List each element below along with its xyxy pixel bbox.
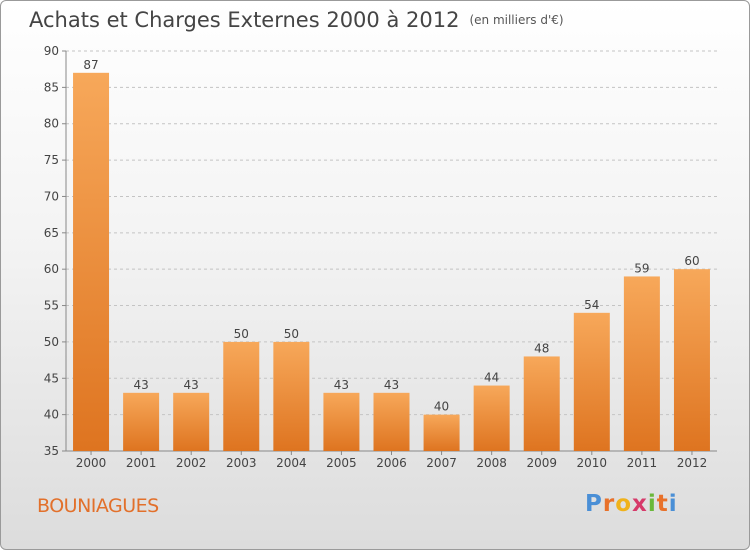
data-label: 59 [634,261,649,275]
chart-title: Achats et Charges Externes 2000 à 2012 (e… [29,8,564,32]
x-tick-label: 2001 [126,456,157,470]
bar [673,269,710,451]
logo-letter: o [615,491,633,517]
x-tick-label: 2008 [476,456,507,470]
y-tick-label: 35 [44,444,59,458]
y-tick-label: 60 [44,262,59,276]
data-label: 87 [83,58,98,72]
x-tick-label: 2003 [226,456,257,470]
data-label: 44 [484,371,499,385]
y-tick-label: 90 [44,44,59,58]
bar [73,72,110,452]
x-tick-label: 2002 [176,456,207,470]
x-tick-label: 2009 [526,456,557,470]
data-label: 50 [234,327,249,341]
bar [623,276,660,451]
logo-letter: t [656,491,669,517]
logo-letter: r [602,491,616,517]
data-label: 50 [284,327,299,341]
logo-letter: i [647,491,657,517]
bar [523,356,560,451]
data-label: 40 [434,400,449,414]
x-tick-label: 2012 [677,456,708,470]
bar [423,414,460,451]
x-tick-label: 2010 [577,456,608,470]
bar [273,341,310,451]
x-tick-label: 2005 [326,456,357,470]
y-tick-label: 50 [44,335,59,349]
commune-name: BOUNIAGUES [37,495,159,517]
logo-letter: P [585,491,603,517]
data-label: 43 [133,378,148,392]
proxiti-logo: Proxiti [585,491,678,517]
bar [123,392,160,451]
y-tick-label: 65 [44,226,59,240]
x-tick-label: 2000 [76,456,107,470]
data-label: 43 [384,378,399,392]
y-tick-label: 75 [44,153,59,167]
data-label: 48 [534,341,549,355]
data-label: 60 [684,254,699,268]
bar [573,312,610,451]
bar [323,392,360,451]
logo-letter: x [632,491,648,517]
data-label: 43 [334,378,349,392]
x-tick-label: 2007 [426,456,457,470]
bar [373,392,410,451]
bar [473,385,510,451]
data-label: 43 [184,378,199,392]
data-label: 54 [584,298,599,312]
y-tick-label: 70 [44,189,59,203]
y-tick-label: 85 [44,80,59,94]
x-tick-label: 2006 [376,456,407,470]
y-tick-label: 55 [44,299,59,313]
x-tick-label: 2011 [627,456,658,470]
bar [223,341,260,451]
y-tick-label: 80 [44,117,59,131]
bar [173,392,210,451]
chart-subtitle: (en milliers d'€) [469,13,564,27]
y-tick-label: 45 [44,371,59,385]
title-text: Achats et Charges Externes 2000 à 2012 [29,8,460,32]
x-tick-label: 2004 [276,456,307,470]
y-tick-label: 40 [44,408,59,422]
logo-letter: i [668,491,678,517]
